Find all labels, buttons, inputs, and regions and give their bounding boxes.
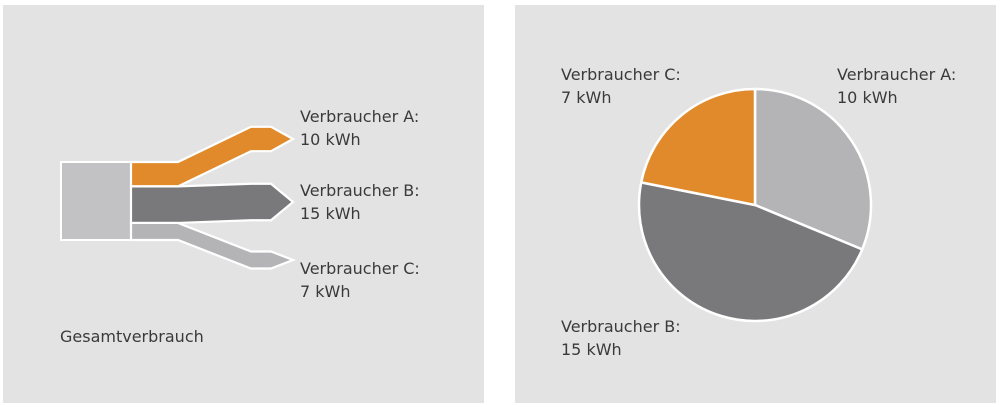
pie-label-c-value: 7 kWh bbox=[561, 88, 612, 107]
flow-label-b-name: Verbraucher B: bbox=[300, 181, 420, 200]
pie-label-c-name: Verbraucher C: bbox=[561, 65, 681, 84]
pie-slice-b bbox=[637, 181, 864, 323]
flow-label-c-name: Verbraucher C: bbox=[300, 259, 420, 278]
flow-label-b-value: 15 kWh bbox=[300, 204, 361, 223]
flow-label-a: Verbraucher A: 10 kWh bbox=[300, 105, 419, 151]
pie-chart-panel: Verbraucher A: 10 kWh Verbraucher B: 15 … bbox=[515, 5, 996, 403]
pie-chart bbox=[637, 87, 873, 323]
pie-label-a: Verbraucher A: 10 kWh bbox=[837, 63, 956, 109]
pie-label-b-name: Verbraucher B: bbox=[561, 317, 681, 336]
pie-label-a-value: 10 kWh bbox=[837, 88, 898, 107]
total-block bbox=[60, 161, 132, 241]
pie-label-b-value: 15 kWh bbox=[561, 340, 622, 359]
pie-label-a-name: Verbraucher A: bbox=[837, 65, 957, 84]
pie-slice-c bbox=[639, 87, 757, 207]
flow-c bbox=[129, 221, 297, 270]
flow-b bbox=[129, 182, 295, 225]
pie-label-b: Verbraucher B: 15 kWh bbox=[561, 315, 681, 361]
pie-label-c: Verbraucher C: 7 kWh bbox=[561, 63, 681, 109]
flow-chart-panel: Verbraucher A: 10 kWh Verbraucher B: 15 … bbox=[3, 5, 484, 403]
flow-chart bbox=[60, 125, 297, 270]
flow-label-c-value: 7 kWh bbox=[300, 282, 351, 301]
total-label: Gesamtverbrauch bbox=[60, 327, 204, 346]
flow-label-c: Verbraucher C: 7 kWh bbox=[300, 257, 420, 303]
flow-label-a-name: Verbraucher A: bbox=[300, 107, 420, 126]
flow-label-a-value: 10 kWh bbox=[300, 130, 361, 149]
flow-a bbox=[129, 125, 296, 188]
flow-label-b: Verbraucher B: 15 kWh bbox=[300, 179, 420, 225]
pie-slice-a bbox=[753, 87, 873, 251]
